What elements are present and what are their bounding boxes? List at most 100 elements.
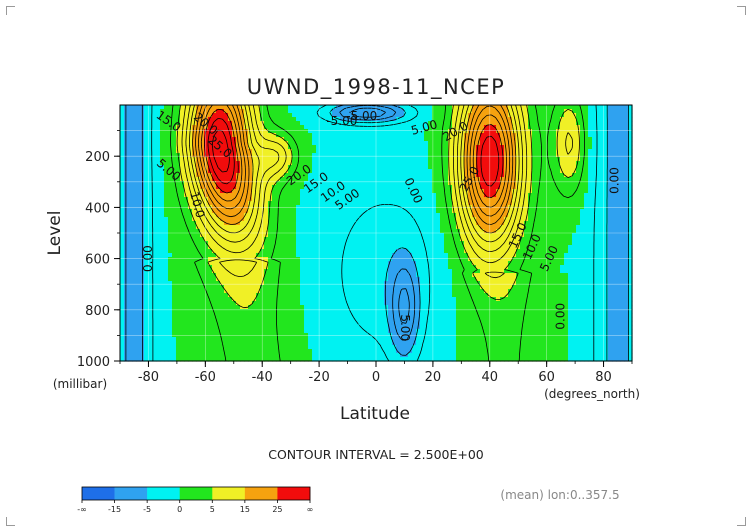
field-cell bbox=[156, 201, 161, 206]
field-cell bbox=[380, 105, 385, 110]
field-cell bbox=[196, 133, 201, 138]
field-cell bbox=[408, 237, 413, 242]
field-cell bbox=[132, 109, 137, 114]
field-cell bbox=[176, 149, 181, 154]
field-cell bbox=[320, 133, 325, 138]
field-cell bbox=[284, 189, 289, 194]
field-cell bbox=[420, 341, 425, 346]
field-cell bbox=[292, 273, 297, 278]
field-cell bbox=[212, 241, 217, 246]
field-cell bbox=[284, 301, 289, 306]
field-cell bbox=[288, 317, 293, 322]
field-cell bbox=[156, 145, 161, 150]
field-cell bbox=[368, 129, 373, 134]
field-cell bbox=[240, 349, 245, 354]
field-cell bbox=[172, 121, 177, 126]
field-cell bbox=[372, 185, 377, 190]
field-cell bbox=[160, 249, 165, 254]
field-cell bbox=[236, 305, 241, 310]
field-cell bbox=[220, 325, 225, 330]
field-cell bbox=[316, 253, 321, 258]
field-cell bbox=[380, 153, 385, 158]
field-cell bbox=[284, 173, 289, 178]
plot-area: 15.0 20.025.05.0010.020.015.010.05.000.00… bbox=[77, 104, 633, 385]
field-cell bbox=[176, 317, 181, 322]
field-cell bbox=[356, 129, 361, 134]
field-cell bbox=[268, 325, 273, 330]
field-cell bbox=[276, 301, 281, 306]
field-cell bbox=[384, 269, 389, 274]
field-cell bbox=[292, 261, 297, 266]
field-cell bbox=[152, 121, 157, 126]
field-cell bbox=[392, 149, 397, 154]
field-cell bbox=[248, 181, 253, 186]
field-cell bbox=[408, 297, 413, 302]
field-cell bbox=[276, 337, 281, 342]
field-cell bbox=[200, 193, 205, 198]
field-cell bbox=[244, 337, 249, 342]
field-cell bbox=[340, 125, 345, 130]
field-cell bbox=[232, 149, 237, 154]
field-cell bbox=[424, 201, 429, 206]
field-cell bbox=[396, 117, 401, 122]
field-cell bbox=[128, 233, 133, 238]
field-cell bbox=[208, 257, 213, 262]
field-cell bbox=[404, 137, 409, 142]
field-cell bbox=[304, 317, 309, 322]
field-cell bbox=[252, 157, 257, 162]
field-cell bbox=[232, 105, 237, 110]
field-cell bbox=[428, 313, 433, 318]
field-cell bbox=[356, 193, 361, 198]
field-cell bbox=[240, 169, 245, 174]
field-cell bbox=[400, 217, 405, 222]
field-cell bbox=[316, 293, 321, 298]
field-cell bbox=[320, 305, 325, 310]
field-cell bbox=[312, 137, 317, 142]
field-cell bbox=[272, 201, 277, 206]
field-cell bbox=[336, 301, 341, 306]
field-cell bbox=[348, 317, 353, 322]
field-cell bbox=[220, 285, 225, 290]
field-cell bbox=[188, 145, 193, 150]
field-cell bbox=[292, 277, 297, 282]
field-cell bbox=[380, 233, 385, 238]
field-cell bbox=[420, 269, 425, 274]
field-cell bbox=[240, 201, 245, 206]
field-cell bbox=[332, 141, 337, 146]
field-cell bbox=[192, 177, 197, 182]
field-cell bbox=[344, 213, 349, 218]
field-cell bbox=[364, 245, 369, 250]
field-cell bbox=[300, 105, 305, 110]
field-cell bbox=[356, 329, 361, 334]
field-cell bbox=[388, 237, 393, 242]
field-cell bbox=[328, 189, 333, 194]
field-cell bbox=[412, 153, 417, 158]
field-cell bbox=[256, 137, 261, 142]
field-cell bbox=[356, 221, 361, 226]
field-cell bbox=[132, 281, 137, 286]
field-cell bbox=[324, 137, 329, 142]
field-cell bbox=[332, 273, 337, 278]
field-cell bbox=[316, 265, 321, 270]
field-cell bbox=[420, 297, 425, 302]
field-cell bbox=[392, 273, 397, 278]
field-cell bbox=[336, 169, 341, 174]
field-cell bbox=[360, 133, 365, 138]
field-cell bbox=[428, 257, 433, 262]
field-cell bbox=[188, 257, 193, 262]
field-cell bbox=[316, 245, 321, 250]
field-cell bbox=[240, 113, 245, 118]
field-cell bbox=[300, 225, 305, 230]
field-cell bbox=[232, 329, 237, 334]
field-cell bbox=[312, 109, 317, 114]
field-cell bbox=[400, 289, 405, 294]
field-cell bbox=[388, 341, 393, 346]
field-cell bbox=[304, 117, 309, 122]
field-cell bbox=[204, 233, 209, 238]
field-cell bbox=[204, 181, 209, 186]
field-cell bbox=[332, 221, 337, 226]
field-cell bbox=[356, 189, 361, 194]
field-cell bbox=[316, 149, 321, 154]
field-cell bbox=[240, 141, 245, 146]
field-cell bbox=[352, 241, 357, 246]
